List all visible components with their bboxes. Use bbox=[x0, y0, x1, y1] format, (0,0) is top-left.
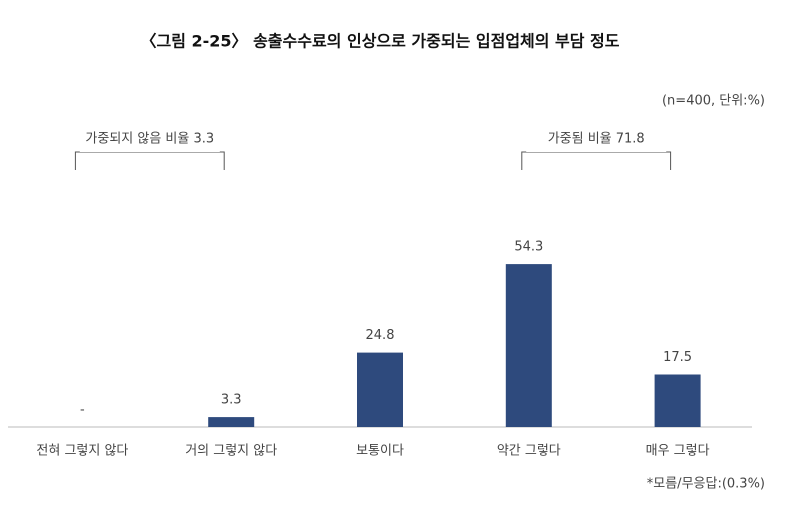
x-tick-label: 매우 그렇다 bbox=[646, 444, 710, 459]
x-tick-label: 약간 그렇다 bbox=[497, 444, 561, 459]
annotation-label: 가중됨 비율 71.8 bbox=[548, 132, 645, 147]
annotation-bracket bbox=[74, 151, 225, 170]
chart-title: 〈그림 2-25〉 송출수수료의 인상으로 가중되는 입점업체의 부담 정도 bbox=[140, 32, 619, 51]
bar bbox=[208, 417, 255, 427]
chart-subtitle: (n=400, 단위:%) bbox=[662, 94, 765, 109]
chart-note: *모름/무응답:(0.3%) bbox=[647, 477, 765, 492]
value-label: 54.3 bbox=[514, 240, 543, 255]
value-label: 3.3 bbox=[221, 393, 242, 408]
value-label: - bbox=[80, 403, 85, 418]
bar bbox=[357, 352, 403, 427]
annotation-bg bbox=[526, 130, 667, 152]
x-tick-label: 거의 그렇지 않다 bbox=[185, 444, 277, 459]
annotation-bg bbox=[79, 130, 220, 152]
annotation-bracket bbox=[521, 151, 672, 170]
x-tick-label: 보통이다 bbox=[356, 444, 404, 459]
bar bbox=[654, 374, 701, 427]
value-label: 24.8 bbox=[366, 328, 395, 343]
value-label: 17.5 bbox=[663, 350, 692, 365]
annotation-label: 가중되지 않음 비율 3.3 bbox=[85, 132, 214, 147]
x-tick-label: 전혀 그렇지 않다 bbox=[36, 444, 128, 459]
bar bbox=[505, 264, 552, 427]
